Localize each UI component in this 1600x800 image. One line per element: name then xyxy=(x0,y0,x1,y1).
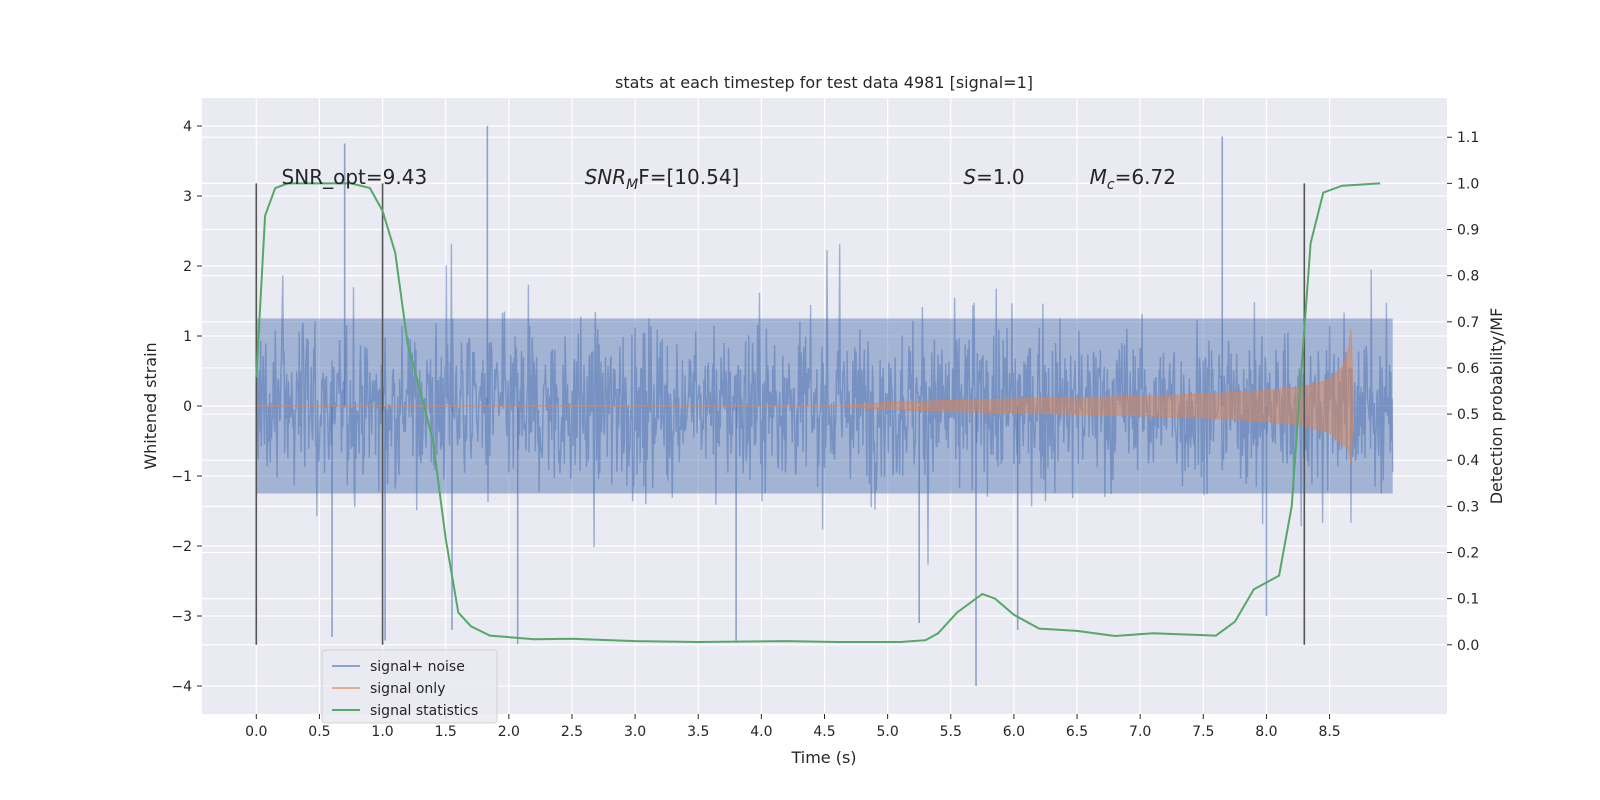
y2-tick-label: 1.1 xyxy=(1457,130,1479,146)
y-axis-ticks: −4 −3 −2 −1 0 1 2 3 4 xyxy=(171,119,202,695)
legend-label: signal statistics xyxy=(370,703,478,719)
x-tick-label: 3.5 xyxy=(687,724,709,740)
annotation-value: =6.72 xyxy=(1115,165,1176,189)
y2-axis-label: Detection probability/MF xyxy=(1487,308,1506,505)
x-tick-label: 8.5 xyxy=(1318,724,1340,740)
annotation-subscript: c xyxy=(1107,177,1115,193)
legend-box xyxy=(321,649,498,724)
signal-statistics-series xyxy=(255,182,1381,644)
x-tick-label: 5.5 xyxy=(940,724,962,740)
y2-tick-label: 0.9 xyxy=(1457,223,1479,239)
annotation-symbol: SNR xyxy=(585,165,627,189)
y-tick-label: 4 xyxy=(183,119,192,135)
legend-label: signal+ noise xyxy=(370,659,465,675)
y2-axis-ticks: 0.0 0.1 0.2 0.3 0.4 0.5 0.6 0.7 0.8 0.9 1.0 1.1 xyxy=(1447,130,1479,654)
signal-only-envelope xyxy=(837,328,1355,464)
x-tick-label: 4.5 xyxy=(813,724,835,740)
annotation: S=1.0 xyxy=(963,165,1024,189)
annotation: SNR_opt=9.43 xyxy=(282,165,428,189)
chart-title: stats at each timestep for test data 498… xyxy=(615,73,1033,92)
x-tick-label: 1.0 xyxy=(371,724,393,740)
y2-tick-label: 0.2 xyxy=(1457,546,1479,562)
y2-tick-label: 0.8 xyxy=(1457,269,1479,285)
x-tick-label: 6.0 xyxy=(1003,724,1025,740)
vertical-markers xyxy=(255,183,1306,645)
y2-tick-label: 0.4 xyxy=(1457,453,1479,469)
x-tick-label: 8.0 xyxy=(1255,724,1277,740)
y-tick-label: 2 xyxy=(183,259,192,275)
y-tick-label: 3 xyxy=(183,189,192,205)
x-axis-label: Time (s) xyxy=(790,748,856,767)
x-axis-ticks: 0.0 0.5 1.0 1.5 2.0 2.5 3.0 3.5 4.0 4.5 5.0 5.5 6.0 6… xyxy=(245,714,1341,740)
signal-noise-line xyxy=(255,243,1394,565)
y2-tick-label: 0.0 xyxy=(1457,638,1479,654)
y-axis-label: Whitened strain xyxy=(141,342,160,469)
x-tick-label: 4.0 xyxy=(750,724,772,740)
annotation-value: =1.0 xyxy=(976,165,1025,189)
x-tick-label: 7.0 xyxy=(1129,724,1151,740)
y2-tick-label: 0.7 xyxy=(1457,315,1479,331)
y-tick-label: −1 xyxy=(171,469,192,485)
annotation-subscript: M xyxy=(626,177,638,193)
x-tick-label: 3.0 xyxy=(624,724,646,740)
annotation-value: F=[10.54] xyxy=(638,165,739,189)
x-tick-label: 2.0 xyxy=(498,724,520,740)
x-tick-label: 5.0 xyxy=(877,724,899,740)
y-tick-label: −3 xyxy=(171,609,192,625)
y2-tick-label: 0.1 xyxy=(1457,592,1479,608)
y-tick-label: −4 xyxy=(171,679,192,695)
annotation: SNRMF=[10.54] xyxy=(585,165,740,193)
y2-tick-label: 1.0 xyxy=(1457,176,1479,192)
y2-tick-label: 0.5 xyxy=(1457,407,1479,423)
y2-tick-label: 0.6 xyxy=(1457,361,1479,377)
x-tick-label: 6.5 xyxy=(1066,724,1088,740)
x-tick-label: 0.0 xyxy=(245,724,267,740)
y-tick-label: −2 xyxy=(171,539,192,555)
annotation: Mc=6.72 xyxy=(1090,165,1176,193)
legend-label: signal only xyxy=(370,681,445,697)
annotation-symbol: M xyxy=(1090,165,1107,189)
legend: signal+ noise signal only signal statistic… xyxy=(321,649,498,724)
y-tick-label: 1 xyxy=(183,329,192,345)
signal-statistics-line xyxy=(255,182,1381,644)
signal-only-series xyxy=(256,328,1355,464)
x-tick-label: 2.5 xyxy=(561,724,583,740)
x-tick-label: 7.5 xyxy=(1192,724,1214,740)
y2-tick-label: 0.3 xyxy=(1457,499,1479,515)
x-tick-label: 1.5 xyxy=(435,724,457,740)
x-tick-label: 0.5 xyxy=(308,724,330,740)
annotation-symbol: S xyxy=(963,165,976,189)
y-tick-label: 0 xyxy=(183,399,192,415)
annotations: SNR_opt=9.43 SNRMF=[10.54] S=1.0 Mc=6.72 xyxy=(282,165,1176,193)
